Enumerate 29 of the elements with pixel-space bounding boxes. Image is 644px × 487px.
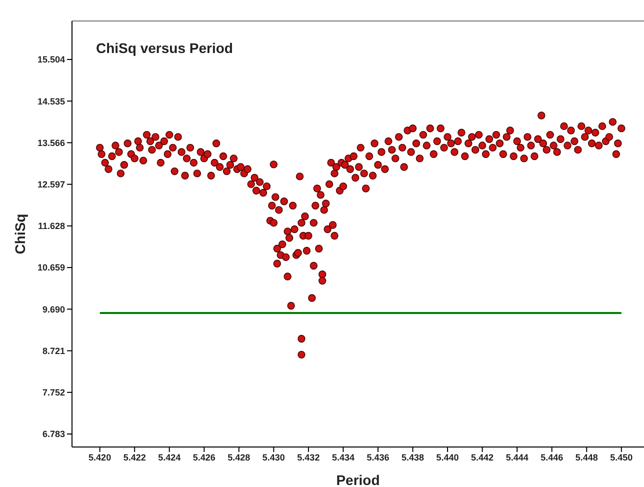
y-tick-label: 7.752	[42, 388, 65, 398]
x-tick-label: 5.438	[402, 452, 424, 462]
x-tick-label: 5.430	[262, 452, 285, 462]
y-tick-label: 6.783	[42, 429, 65, 440]
y-tick-label: 12.597	[37, 180, 65, 190]
x-tick-label: 5.422	[123, 452, 146, 462]
x-tick-label: 5.432	[297, 452, 320, 462]
y-tick-label: 14.535	[37, 96, 65, 106]
x-tick-label: 5.450	[610, 452, 633, 462]
y-tick-label: 9.690	[42, 304, 65, 314]
x-tick-label: 5.444	[506, 452, 528, 462]
x-tick-label: 5.446	[540, 452, 564, 462]
x-tick-label: 5.426	[192, 452, 216, 462]
x-tick-label: 5.448	[575, 452, 598, 462]
x-tick-label: 5.420	[88, 452, 112, 462]
y-tick-label: 13.566	[37, 138, 65, 148]
y-tick-label: 10.659	[37, 262, 65, 273]
y-tick-label: 11.628	[38, 221, 65, 232]
x-tick-label: 5.428	[228, 452, 250, 462]
x-tick-label: 5.442	[471, 452, 494, 462]
text: ChiSq versus Period	[96, 40, 233, 56]
x-tick-label: 5.440	[436, 452, 459, 462]
y-tick-label: 8.721	[42, 346, 65, 356]
x-axis-title: Period	[336, 472, 380, 487]
x-tick-label: 5.434	[332, 452, 354, 462]
x-tick-label: 5.424	[158, 452, 181, 462]
x-tick-label: 5.436	[366, 452, 390, 462]
y-tick-label: 15.504	[37, 54, 65, 65]
y-axis-title: ChiSq	[12, 214, 28, 254]
